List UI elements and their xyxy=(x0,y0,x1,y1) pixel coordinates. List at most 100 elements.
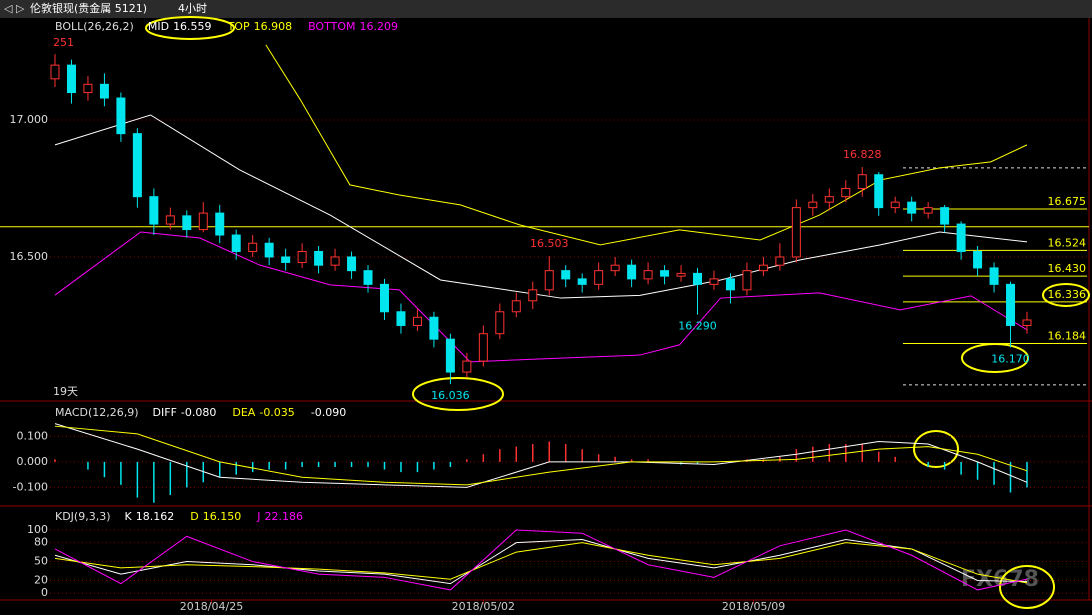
y-tick-label: 0.000 xyxy=(17,455,49,468)
legend-value: -0.080 xyxy=(181,406,216,419)
candle-body xyxy=(808,201,818,209)
indicator-line xyxy=(54,423,1028,488)
candle-body xyxy=(248,242,258,252)
candle-body xyxy=(379,283,389,313)
legend-title: BOLL(26,26,2) xyxy=(55,20,134,33)
candle-body xyxy=(874,174,884,209)
highlight-ellipses xyxy=(145,16,1090,609)
legend-name: J xyxy=(256,510,260,523)
candle-body xyxy=(182,215,192,231)
legend-name: TOP xyxy=(227,20,250,33)
candle-body xyxy=(116,97,126,135)
title-bar xyxy=(0,0,1092,18)
candle-body xyxy=(231,234,241,252)
candle-body xyxy=(594,270,604,285)
candle-body xyxy=(165,215,175,225)
candle-body xyxy=(956,223,966,252)
y-tick-label: 17.000 xyxy=(10,113,49,126)
x-tick-label: 2018/05/09 xyxy=(722,600,785,613)
corner-label: 251 xyxy=(53,36,74,49)
candle-body xyxy=(660,270,670,277)
candle-body xyxy=(445,338,455,373)
level-label: 16.184 xyxy=(1048,330,1087,343)
candle-body xyxy=(907,201,917,214)
candle-body xyxy=(1022,319,1032,326)
candle-body xyxy=(841,187,851,198)
candle-body xyxy=(132,133,142,198)
legend-name: DEA xyxy=(232,406,255,419)
candle-body xyxy=(264,242,274,258)
level-label: 16.430 xyxy=(1048,262,1087,275)
candle-body xyxy=(923,207,933,214)
indicator-line xyxy=(54,529,1028,591)
legend-value: -0.035 xyxy=(259,406,294,419)
legend-name: K xyxy=(125,510,133,523)
x-tick-label: 2018/04/25 xyxy=(180,600,243,613)
candle-body xyxy=(643,270,653,280)
legend-name: DIFF xyxy=(153,406,177,419)
candle-body xyxy=(758,264,768,272)
legend-value: 16.559 xyxy=(173,20,212,33)
price-annotation: 16.170 xyxy=(991,352,1030,365)
level-label: 16.675 xyxy=(1048,195,1087,208)
nav-arrows[interactable]: ◁ ▷ xyxy=(4,2,25,15)
candle-body xyxy=(561,270,571,280)
y-tick-label: 16.500 xyxy=(10,250,49,263)
candle-body xyxy=(544,270,554,291)
candle-body xyxy=(297,250,307,263)
level-label: 16.336 xyxy=(1048,288,1087,301)
legend-value: -0.090 xyxy=(311,406,346,419)
candle-body xyxy=(83,83,93,94)
legend-value: 18.162 xyxy=(136,510,175,523)
legend-name: BOTTOM xyxy=(308,20,355,33)
candle-body xyxy=(66,64,76,94)
legend-value: 16.150 xyxy=(203,510,242,523)
candle-body xyxy=(824,196,834,203)
candle-body xyxy=(725,278,735,291)
candle-body xyxy=(857,174,867,189)
candle-body xyxy=(989,267,999,285)
candle-body xyxy=(347,256,357,272)
legend-value: 22.186 xyxy=(264,510,303,523)
candle-body xyxy=(495,311,505,335)
x-tick-label: 2018/05/02 xyxy=(452,600,515,613)
indicator-line xyxy=(54,114,1028,299)
y-tick-label: 20 xyxy=(34,573,48,586)
legend-name: D xyxy=(190,510,198,523)
y-tick-label: 50 xyxy=(34,555,48,568)
period[interactable]: 4小时 xyxy=(178,2,207,15)
candle-body xyxy=(693,272,703,285)
candle-body xyxy=(1006,283,1016,326)
legend-title: MACD(12,26,9) xyxy=(55,406,139,419)
candle-body xyxy=(99,83,109,99)
y-tick-label: -0.100 xyxy=(13,480,48,493)
corner-label: 19天 xyxy=(53,385,78,398)
level-label: 16.524 xyxy=(1048,236,1087,249)
price-annotation: 16.828 xyxy=(843,148,882,161)
indicator-line xyxy=(54,425,1028,486)
indicator-line xyxy=(54,542,1028,584)
candle-body xyxy=(890,201,900,209)
candle-body xyxy=(314,250,324,266)
candle-body xyxy=(791,207,801,258)
candle-body xyxy=(412,316,422,326)
price-annotation: 16.503 xyxy=(530,237,569,250)
price-annotation: 16.036 xyxy=(431,389,470,402)
candle-body xyxy=(775,256,785,266)
y-tick-label: 0.100 xyxy=(17,429,49,442)
price-annotation: 16.290 xyxy=(678,320,717,333)
candle-body xyxy=(709,278,719,285)
candle-body xyxy=(330,256,340,266)
symbol-title: 伦敦银现(贵金属 5121) xyxy=(30,1,147,15)
y-tick-label: 80 xyxy=(34,536,48,549)
candle-body xyxy=(610,264,620,272)
legend-title: KDJ(9,3,3) xyxy=(55,510,111,523)
y-tick-label: 0 xyxy=(41,586,48,599)
candle-body xyxy=(478,333,488,362)
legend-value: 16.908 xyxy=(254,20,293,33)
candle-body xyxy=(742,270,752,291)
candle-body xyxy=(215,212,225,236)
candle-body xyxy=(281,256,291,263)
indicator-line xyxy=(265,44,1028,246)
